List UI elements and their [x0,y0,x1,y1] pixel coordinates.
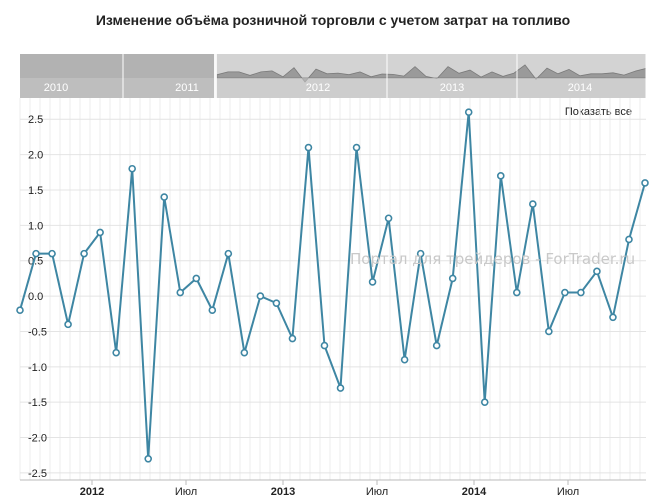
show-all-button[interactable]: Показать все [564,106,632,118]
chart-title: Изменение объёма розничной торговли с уч… [95,12,571,28]
navigator-handle[interactable] [214,54,217,98]
navigator-year-label: 2012 [306,82,330,94]
data-point[interactable] [545,327,553,336]
data-point[interactable] [625,235,633,244]
data-point[interactable] [448,274,457,283]
range-navigator[interactable]: 2010 2011 2012 2013 2014 [20,54,646,98]
data-point[interactable] [641,179,649,187]
data-point[interactable] [256,292,265,300]
data-point[interactable] [496,172,505,180]
x-tick-label: 2013 [271,486,295,498]
data-point[interactable] [16,306,24,315]
navigator-year-label: 2014 [568,82,592,94]
data-point[interactable] [96,228,104,237]
y-tick-label: 2.0 [28,150,43,162]
data-point[interactable] [432,341,441,350]
watermark-text: Портал для трейдеров - ForTrader.ru [350,250,636,268]
y-tick-label: 1.5 [28,185,43,197]
data-point[interactable] [609,313,617,322]
data-point[interactable] [240,348,249,357]
data-point[interactable] [416,249,425,258]
data-point[interactable] [304,143,313,152]
navigator-year-label: 2013 [440,82,464,94]
series-line [19,112,646,459]
data-point[interactable] [176,288,185,297]
data-point[interactable] [32,249,40,258]
data-point[interactable] [224,249,233,258]
x-tick-label: 2012 [80,486,104,498]
data-point[interactable] [160,193,169,201]
data-point[interactable] [480,398,489,406]
data-point[interactable] [577,288,585,297]
data-point[interactable] [561,288,569,297]
data-point[interactable] [144,454,153,463]
y-axis: -2.5-2.0-1.5-1.0-0.50.00.51.01.52.02.5 [28,114,47,480]
data-point[interactable] [400,355,409,364]
line-chart-plot: -2.5-2.0-1.5-1.0-0.50.00.51.01.52.02.520… [16,98,649,498]
x-tick-label: 2014 [462,486,487,498]
data-point[interactable] [128,164,136,173]
data-point[interactable] [112,348,120,357]
navigator-label-band [20,78,646,98]
grid-lines [19,98,646,480]
x-tick-label: Июл [175,486,197,498]
data-point[interactable] [208,306,217,315]
y-tick-label: -1.5 [28,397,47,409]
x-tick-label: Июл [366,486,388,498]
data-point[interactable] [593,267,601,276]
data-point[interactable] [192,274,201,283]
data-point[interactable] [368,278,377,286]
data-point[interactable] [464,108,473,116]
data-point[interactable] [384,214,393,223]
y-tick-label: -2.0 [28,433,47,445]
x-tick-label: Июл [557,486,579,498]
data-point[interactable] [64,320,72,329]
y-tick-label: -1.0 [28,362,47,374]
data-point[interactable] [512,288,521,297]
data-point[interactable] [336,384,345,392]
data-point[interactable] [48,249,56,258]
series-markers [16,108,649,463]
x-axis: 2012 Июл 2013 Июл 2014 Июл [20,479,646,498]
y-tick-label: 0.0 [28,291,43,303]
y-tick-label: 2.5 [28,114,43,126]
data-point[interactable] [352,143,361,152]
data-point[interactable] [80,249,88,258]
y-tick-label: -0.5 [28,326,47,338]
navigator-year-label: 2011 [175,82,199,94]
navigator-year-label: 2010 [44,82,68,94]
data-point[interactable] [272,299,281,307]
y-tick-label: -2.5 [28,468,47,480]
y-tick-label: 1.0 [28,220,43,232]
data-point[interactable] [288,334,297,343]
data-point[interactable] [529,200,537,208]
data-point[interactable] [320,341,329,350]
